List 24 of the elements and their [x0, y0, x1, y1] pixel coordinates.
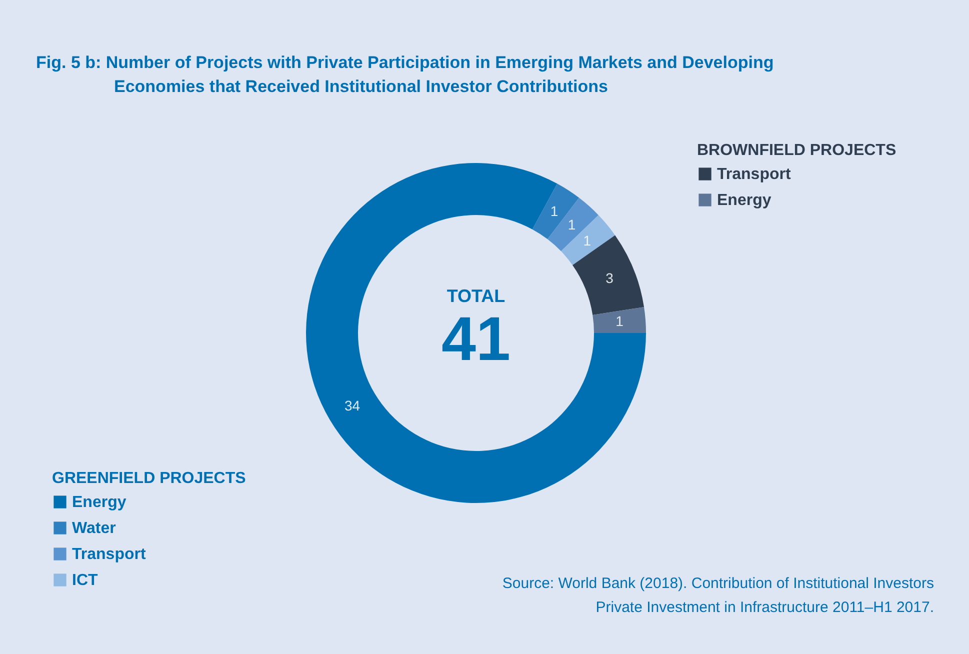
data-label: 34 — [344, 398, 360, 414]
data-label: 3 — [606, 270, 614, 286]
legend-title: GREENFIELD PROJECTS — [52, 470, 246, 487]
text: TOTAL — [446, 286, 506, 306]
source-note: Source: World Bank (2018). Contribution of Institutional Investors Private Investment in Infrastructure 2011–H1 2017. — [502, 575, 934, 616]
legend-label: Transport — [717, 166, 792, 183]
donut-slice — [592, 307, 646, 333]
legend-label: ICT — [72, 572, 98, 589]
text: BROWNFIELD PROJECTS — [697, 142, 896, 159]
data-label: 1 — [583, 232, 592, 248]
legend-label: Energy — [72, 494, 126, 511]
data-label: 1 — [550, 203, 558, 220]
donut-slice — [548, 198, 598, 252]
legend-label: Transport — [72, 546, 146, 563]
donut-slice — [572, 235, 644, 315]
donut-slice — [532, 184, 580, 240]
donut-slice — [306, 163, 646, 503]
legend-label: Energy — [717, 192, 772, 209]
legend-label: Water — [72, 520, 116, 537]
data-label: 1 — [616, 312, 624, 329]
text: 41 — [442, 305, 510, 374]
chart-title: Fig. 5 b: Number of Projects with Private Participation in Emerging Markets and Developing Economies that Received Institutional Investor Contributions — [36, 53, 774, 96]
donut-slice — [561, 215, 616, 266]
data-label: 1 — [568, 216, 576, 232]
